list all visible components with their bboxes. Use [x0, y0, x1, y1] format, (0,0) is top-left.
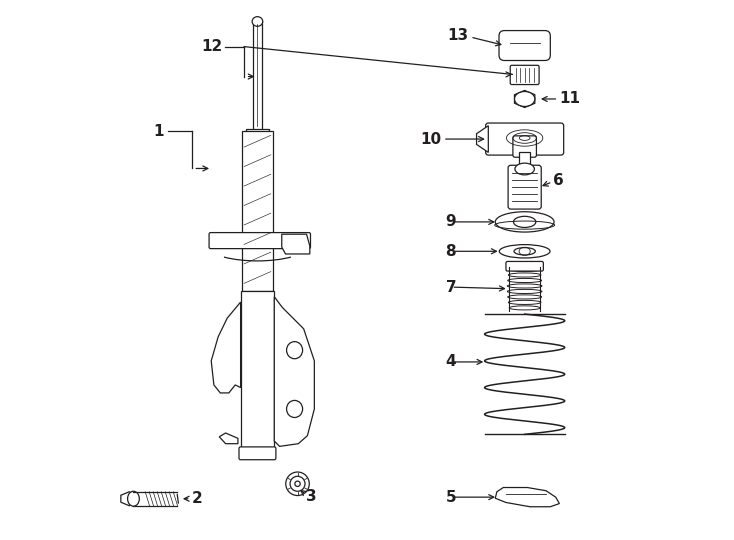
Ellipse shape: [515, 91, 535, 106]
Polygon shape: [219, 433, 238, 444]
Text: 10: 10: [421, 132, 442, 146]
Text: 13: 13: [448, 29, 468, 43]
Ellipse shape: [495, 212, 554, 232]
Ellipse shape: [286, 472, 309, 496]
Polygon shape: [282, 234, 310, 254]
FancyBboxPatch shape: [486, 123, 564, 155]
Polygon shape: [211, 302, 241, 393]
Ellipse shape: [252, 17, 263, 26]
Polygon shape: [495, 488, 559, 507]
Ellipse shape: [286, 342, 302, 359]
Text: 7: 7: [446, 280, 457, 295]
Polygon shape: [476, 126, 488, 152]
Bar: [520, 152, 530, 166]
Ellipse shape: [521, 97, 528, 102]
FancyBboxPatch shape: [508, 165, 541, 209]
Bar: [252, 22, 262, 131]
Text: 5: 5: [446, 490, 457, 505]
Text: 1: 1: [153, 124, 164, 139]
FancyBboxPatch shape: [499, 31, 550, 60]
FancyBboxPatch shape: [510, 65, 539, 85]
Ellipse shape: [499, 245, 550, 258]
Ellipse shape: [286, 400, 302, 417]
FancyBboxPatch shape: [506, 261, 543, 271]
Bar: [242, 131, 273, 292]
Polygon shape: [121, 492, 137, 505]
Text: 9: 9: [446, 214, 457, 230]
Polygon shape: [275, 296, 314, 447]
Bar: [247, 129, 269, 140]
Text: 4: 4: [446, 354, 457, 369]
FancyBboxPatch shape: [513, 136, 537, 157]
FancyBboxPatch shape: [209, 233, 310, 248]
Text: 8: 8: [446, 244, 457, 259]
Ellipse shape: [128, 491, 139, 506]
Polygon shape: [515, 90, 535, 107]
Ellipse shape: [290, 476, 305, 491]
Text: 11: 11: [559, 91, 581, 106]
Bar: [241, 292, 275, 457]
Ellipse shape: [514, 217, 536, 227]
Ellipse shape: [514, 248, 535, 255]
Text: 3: 3: [305, 489, 316, 504]
Ellipse shape: [295, 481, 300, 487]
Text: 2: 2: [192, 491, 203, 506]
Ellipse shape: [515, 163, 534, 175]
Text: 12: 12: [201, 39, 222, 54]
FancyBboxPatch shape: [239, 447, 276, 460]
Text: 6: 6: [553, 173, 564, 188]
